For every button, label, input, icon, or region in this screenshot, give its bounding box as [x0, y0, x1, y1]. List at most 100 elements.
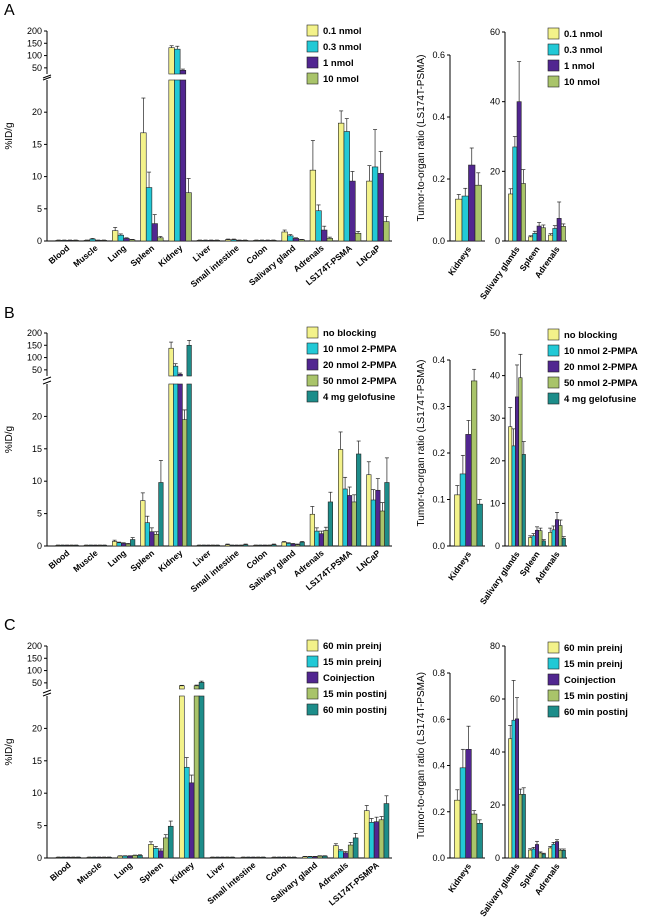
y-tick-label: 40: [490, 371, 500, 381]
x-tick-label: Salivary glands: [478, 549, 522, 606]
bar: [137, 855, 143, 859]
bar: [512, 146, 518, 242]
bar: [168, 79, 175, 242]
bar: [73, 545, 79, 547]
y-axis-label: %ID/g: [4, 738, 15, 765]
legend-entry: 15 min postinj: [564, 691, 628, 702]
bar: [86, 857, 93, 859]
x-tick-label: LNCaP: [354, 548, 382, 574]
bar: [88, 545, 94, 547]
bar: [528, 537, 533, 547]
bar: [554, 841, 559, 859]
bar: [366, 180, 373, 242]
bar: [213, 240, 220, 242]
bar: [208, 240, 215, 242]
legend-entry: 60 min postinj: [323, 705, 387, 716]
bar: [476, 503, 483, 547]
legend-swatch: [547, 689, 560, 702]
y-tick-label: 20: [490, 166, 500, 176]
x-tick-label: Colon: [244, 548, 269, 571]
bar: [514, 718, 519, 859]
y-tick-label: 0.0: [432, 853, 445, 863]
bar: [521, 794, 526, 859]
bar: [514, 396, 519, 547]
x-tick-label: Muscle: [71, 548, 100, 574]
legend-swatch: [547, 344, 560, 357]
legend-entry: 0.1 nmol: [564, 29, 603, 40]
y-tick-label: 15: [32, 756, 42, 766]
bar: [351, 501, 357, 547]
legend-swatch: [306, 24, 319, 37]
bar: [379, 510, 385, 547]
y-tick-label: 10: [32, 476, 42, 486]
bar: [538, 530, 543, 547]
bar: [271, 544, 277, 547]
bar: [309, 513, 315, 547]
bar: [370, 499, 376, 547]
bar-upper: [168, 347, 174, 377]
bar: [347, 495, 353, 547]
x-tick-label: LNCaP: [354, 243, 382, 269]
y-tick-label: 10: [490, 498, 500, 508]
y-tick-label: 0.0: [432, 541, 445, 551]
bar: [552, 228, 558, 242]
bar: [183, 766, 190, 859]
bar: [558, 850, 563, 859]
bar: [123, 238, 130, 242]
bar: [97, 545, 103, 547]
bar: [229, 857, 236, 859]
legend-swatch: [306, 687, 319, 700]
bar: [356, 453, 362, 547]
legend-entry: no blocking: [323, 328, 377, 339]
x-tick-label: Small intestine: [189, 548, 242, 594]
bar: [168, 383, 174, 547]
bar: [307, 856, 313, 859]
x-tick-label: Blood: [48, 860, 73, 883]
legend-entry: 10 nmol 2-PMPA: [564, 346, 638, 357]
x-tick-label: Spleen: [128, 243, 156, 269]
bar: [323, 530, 329, 547]
legend-swatch: [547, 705, 560, 718]
bar: [193, 695, 200, 859]
legend-swatch: [547, 641, 560, 654]
legend-entry: 50 nmol 2-PMPA: [564, 378, 638, 389]
bar: [352, 837, 359, 859]
bar: [117, 234, 124, 242]
axis-break-mark: [42, 380, 52, 385]
bar: [290, 543, 296, 547]
axis-break-mark: [42, 376, 52, 381]
legend-entry: 0.1 nmol: [323, 26, 362, 37]
legend-swatch: [306, 703, 319, 716]
bar: [561, 850, 566, 859]
bar: [186, 383, 192, 547]
bar: [548, 532, 553, 547]
bar: [65, 857, 72, 859]
bar: [234, 545, 240, 547]
bar: [554, 519, 559, 547]
bar: [536, 225, 542, 242]
bar: [240, 857, 247, 859]
bar: [561, 538, 566, 547]
bar: [455, 198, 463, 242]
bar: [383, 803, 390, 859]
y-tick-label: 60: [490, 694, 500, 704]
y-tick-label: 0.1: [432, 495, 445, 505]
bar: [253, 545, 259, 547]
legend-entry: 15 min preinj: [323, 657, 382, 668]
bar: [201, 545, 207, 547]
bar: [253, 240, 260, 242]
x-tick-label: Spleen: [137, 860, 165, 886]
bar: [349, 180, 356, 242]
x-tick-label: Salivary glands: [478, 244, 522, 301]
bar: [158, 482, 164, 547]
legend-swatch: [547, 657, 560, 670]
bar: [245, 857, 252, 859]
bar-upper: [179, 70, 187, 75]
bar: [75, 857, 82, 859]
bar: [292, 238, 300, 242]
bar: [262, 545, 268, 547]
legend-swatch: [547, 59, 560, 72]
y-tick-label: 80: [490, 641, 500, 651]
bar: [116, 542, 122, 547]
bar: [163, 837, 169, 859]
